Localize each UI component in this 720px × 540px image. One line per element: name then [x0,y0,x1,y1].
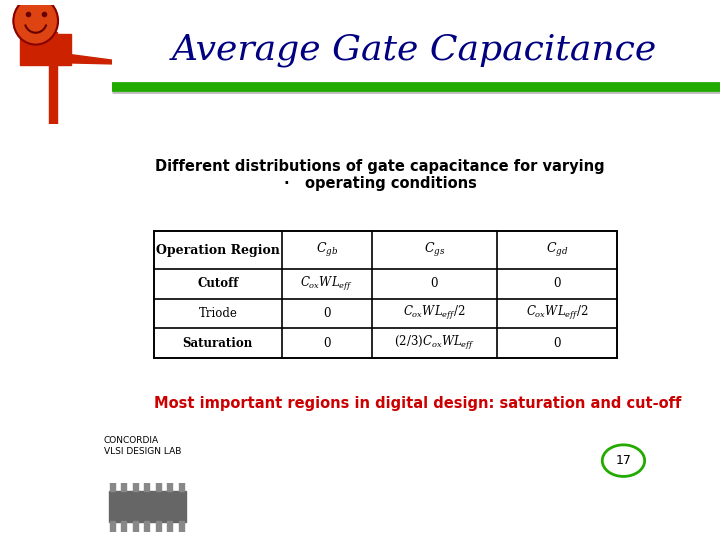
Bar [109,490,186,522]
Text: $C_{ox}WL_{eff}$: $C_{ox}WL_{eff}$ [300,275,354,293]
Text: $(2/3)C_{ox}WL_{eff}$: $(2/3)C_{ox}WL_{eff}$ [394,334,475,352]
Text: Triode: Triode [199,307,238,320]
Text: 0: 0 [554,336,561,349]
Text: 0: 0 [323,336,330,349]
Bar [109,521,114,532]
Text: Saturation: Saturation [183,336,253,349]
Bar [167,521,172,532]
Bar [167,482,172,490]
Text: Most important regions in digital design: saturation and cut-off: Most important regions in digital design… [154,396,682,411]
Text: CONCORDIA
VLSI DESIGN LAB: CONCORDIA VLSI DESIGN LAB [104,436,181,456]
Bar [156,521,161,532]
Bar [121,521,126,532]
Text: $C_{gd}$: $C_{gd}$ [546,241,568,259]
Text: Operation Region: Operation Region [156,244,280,256]
Circle shape [14,0,58,45]
Bar [179,521,184,532]
Text: $C_{ox}WL_{eff}/2$: $C_{ox}WL_{eff}/2$ [526,305,588,322]
Text: ·   operating conditions: · operating conditions [284,176,477,191]
Text: $C_{gs}$: $C_{gs}$ [423,241,445,259]
Text: Average Gate Capacitance: Average Gate Capacitance [171,33,657,66]
Text: Different distributions of gate capacitance for varying: Different distributions of gate capacita… [156,159,605,174]
Text: Cutoff: Cutoff [197,278,238,291]
Text: $C_{ox}WL_{eff}/2$: $C_{ox}WL_{eff}/2$ [403,305,466,322]
Bar [20,34,71,65]
Bar [121,482,126,490]
Text: 0: 0 [554,278,561,291]
Bar [179,482,184,490]
Bar [132,482,138,490]
Bar [49,31,57,124]
Text: 17: 17 [616,454,631,467]
Text: 0: 0 [323,307,330,320]
Text: $C_{gb}$: $C_{gb}$ [315,241,338,259]
Bar [144,521,149,532]
Bar [156,482,161,490]
Polygon shape [49,52,117,64]
Text: 0: 0 [431,278,438,291]
Bar [144,482,149,490]
Bar [109,482,114,490]
Bar [132,521,138,532]
